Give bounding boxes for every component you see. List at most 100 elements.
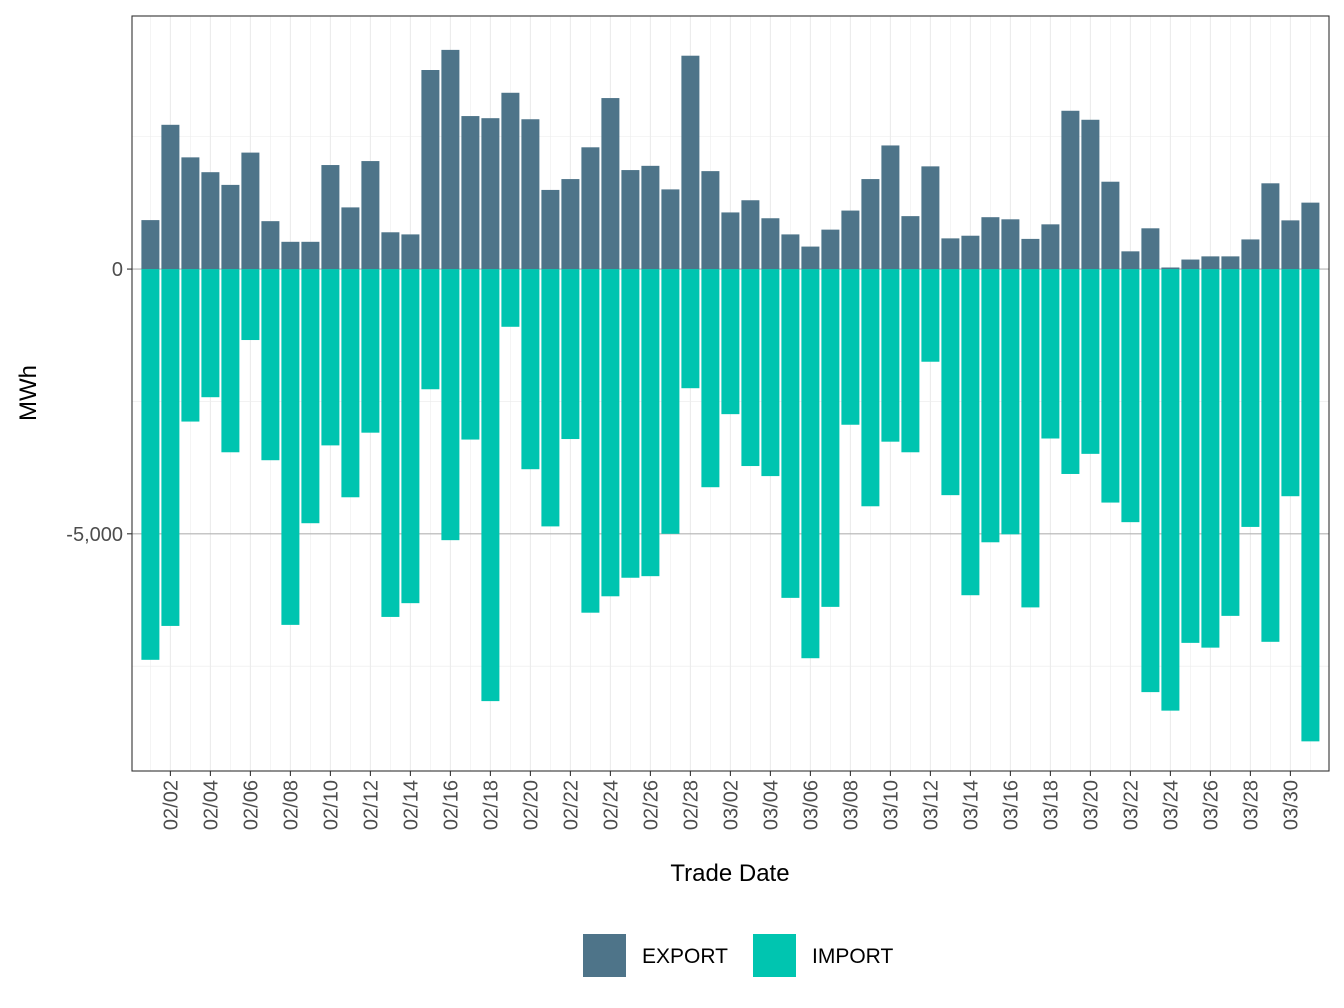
bar-export (1041, 224, 1060, 270)
bar-import (841, 269, 860, 425)
bar-export (241, 152, 260, 270)
x-tick-label: 03/12 (920, 780, 942, 830)
bar-export (601, 98, 620, 270)
bar-import (381, 269, 400, 617)
legend: EXPORT IMPORT (583, 934, 893, 977)
bar-export (501, 92, 520, 270)
bar-import (481, 269, 500, 702)
bar-import (441, 269, 460, 541)
bar-export (1101, 181, 1120, 270)
bar-import (921, 269, 940, 362)
bar-export (1281, 220, 1300, 270)
bar-export (1221, 256, 1240, 270)
bar-export (1201, 256, 1220, 270)
bar-import (621, 269, 640, 578)
x-tick-label: 03/16 (1000, 780, 1022, 830)
bar-import (361, 269, 380, 433)
bar-import (981, 269, 1000, 543)
bar-export (861, 179, 880, 270)
bar-import (401, 269, 420, 604)
bar-import (1041, 269, 1060, 439)
bar-export (201, 172, 220, 270)
bar-import (601, 269, 620, 597)
bar-import (181, 269, 200, 422)
bar-export (901, 216, 920, 270)
bar-import (901, 269, 920, 453)
legend-label-import: IMPORT (812, 945, 893, 968)
bar-import (421, 269, 440, 390)
bar-export (141, 220, 160, 270)
x-tick-label: 03/30 (1280, 780, 1302, 830)
bar-export (1301, 202, 1320, 270)
bar-import (801, 269, 820, 659)
bar-export (801, 246, 820, 270)
y-tick-label: -5,000 (66, 524, 123, 546)
x-tick-label: 03/26 (1200, 780, 1222, 830)
legend-label-export: EXPORT (642, 945, 728, 968)
bar-import (701, 269, 720, 488)
bar-import (221, 269, 240, 453)
bar-import (1281, 269, 1300, 497)
bar-export (521, 119, 540, 270)
y-axis-title: MWh (15, 365, 42, 421)
bar-import (501, 269, 520, 327)
bar-export (761, 218, 780, 270)
bar-import (1161, 269, 1180, 711)
bar-import (201, 269, 220, 398)
bar-export (881, 145, 900, 270)
bar-export (441, 49, 460, 270)
bar-import (261, 269, 280, 461)
bar-import (761, 269, 780, 477)
bar-export (1121, 251, 1140, 270)
bar-import (581, 269, 600, 613)
bar-export (161, 124, 180, 270)
bar-import (341, 269, 360, 498)
x-tick-label: 02/08 (280, 780, 302, 830)
x-tick-label: 03/14 (960, 780, 982, 830)
bar-export (621, 170, 640, 270)
x-tick-label: 03/28 (1240, 780, 1262, 830)
bar-import (721, 269, 740, 415)
bar-export (1021, 238, 1040, 270)
bar-export (941, 238, 960, 270)
bar-import (321, 269, 340, 446)
x-tick-label: 03/06 (800, 780, 822, 830)
bar-import (1241, 269, 1260, 527)
bar-export (1001, 219, 1020, 270)
bar-export (1081, 119, 1100, 270)
bar-export (1061, 110, 1080, 270)
x-tick-label: 02/20 (520, 780, 542, 830)
bar-import (1101, 269, 1120, 503)
bar-export (1161, 267, 1180, 270)
bar-export (1181, 259, 1200, 270)
bar-import (681, 269, 700, 389)
x-tick-label: 03/04 (760, 780, 782, 830)
bar-export (581, 147, 600, 270)
bar-import (661, 269, 680, 534)
x-tick-label: 02/14 (400, 780, 422, 830)
x-tick-label: 02/16 (440, 780, 462, 830)
bar-export (741, 200, 760, 270)
bar-export (221, 184, 240, 270)
bar-export (541, 189, 560, 270)
bar-import (461, 269, 480, 440)
bar-export (921, 166, 940, 270)
x-tick-label: 02/04 (200, 780, 222, 830)
x-tick-label: 03/18 (1040, 780, 1062, 830)
bar-export (821, 229, 840, 270)
x-axis-title: Trade Date (670, 860, 789, 887)
bar-import (161, 269, 180, 626)
bar-import (941, 269, 960, 496)
bar-export (301, 241, 320, 270)
bar-import (281, 269, 300, 625)
x-tick-label: 03/10 (880, 780, 902, 830)
bar-import (301, 269, 320, 524)
x-tick-label: 02/26 (640, 780, 662, 830)
x-axis: 02/02 02/04 02/06 02/08 02/10 02/12 02/14 02/16… (160, 771, 1302, 830)
bar-import (1261, 269, 1280, 642)
bar-import (821, 269, 840, 607)
bar-export (1141, 228, 1160, 270)
bar-export (721, 212, 740, 270)
bar-import (521, 269, 540, 470)
bar-export (641, 165, 660, 270)
